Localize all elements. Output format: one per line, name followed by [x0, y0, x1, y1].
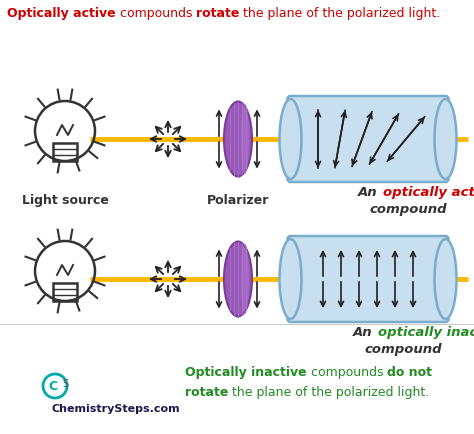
Text: optically inactive: optically inactive: [378, 326, 474, 339]
Ellipse shape: [241, 103, 249, 174]
FancyBboxPatch shape: [288, 236, 448, 322]
Text: Optically active: Optically active: [7, 7, 116, 20]
Ellipse shape: [280, 239, 301, 319]
Text: S: S: [62, 379, 68, 389]
Bar: [53, 283, 77, 301]
Text: do not: do not: [387, 366, 432, 379]
Text: compound: compound: [365, 343, 443, 356]
Ellipse shape: [241, 243, 249, 315]
Text: An: An: [358, 186, 382, 199]
Ellipse shape: [435, 239, 456, 319]
Bar: [53, 143, 77, 161]
Text: ChemistrySteps.com: ChemistrySteps.com: [52, 404, 181, 414]
Text: compound: compound: [370, 203, 447, 216]
Text: Optically inactive: Optically inactive: [185, 366, 307, 379]
FancyBboxPatch shape: [288, 96, 448, 182]
Text: the plane of the polarized light.: the plane of the polarized light.: [228, 386, 429, 399]
Text: Light source: Light source: [21, 194, 109, 207]
Ellipse shape: [224, 241, 252, 316]
Text: compounds: compounds: [307, 366, 387, 379]
Text: rotate: rotate: [185, 386, 228, 399]
Ellipse shape: [280, 99, 301, 179]
Text: compounds: compounds: [116, 7, 196, 20]
Ellipse shape: [224, 102, 252, 177]
Text: Polarizer: Polarizer: [207, 194, 269, 207]
Ellipse shape: [435, 99, 456, 179]
Text: An: An: [353, 326, 377, 339]
Text: optically active: optically active: [383, 186, 474, 199]
Text: rotate: rotate: [196, 7, 239, 20]
Text: C: C: [48, 379, 57, 392]
Text: the plane of the polarized light.: the plane of the polarized light.: [239, 7, 441, 20]
